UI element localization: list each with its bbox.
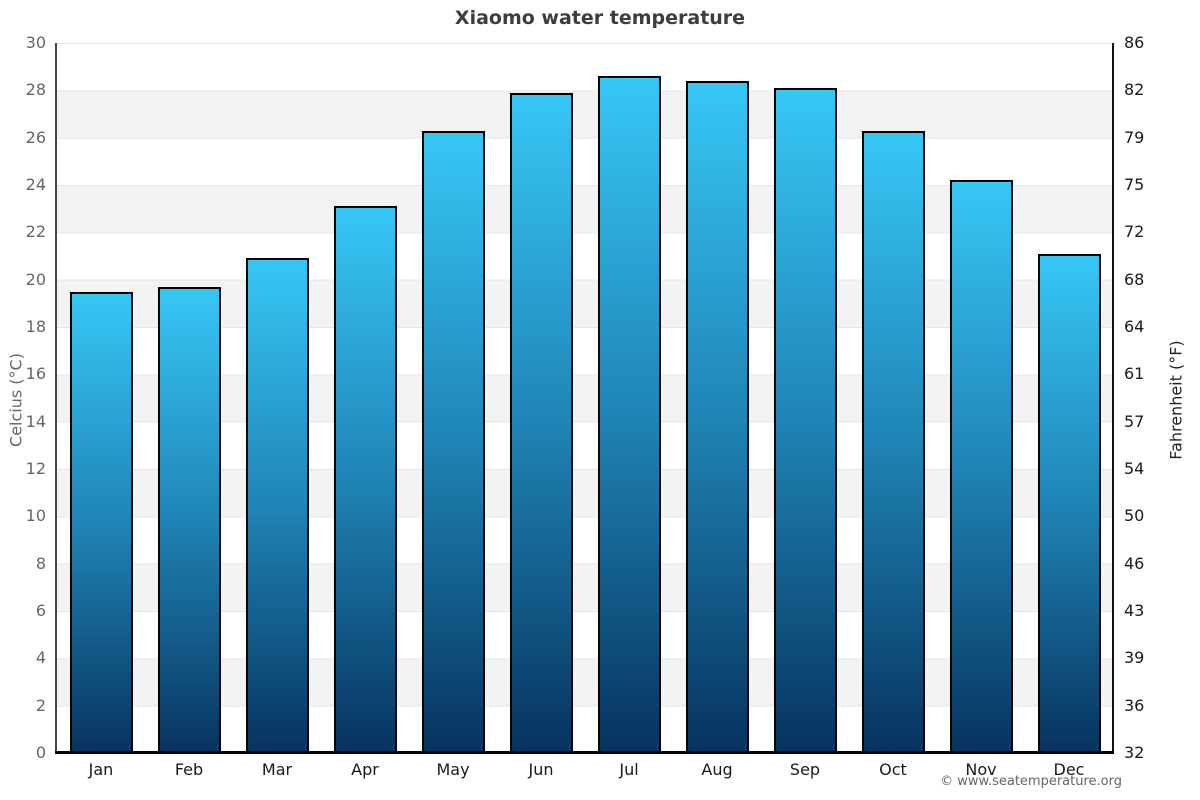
- y-tick-celsius: 16: [25, 364, 46, 384]
- x-axis-label-jun: Jun: [528, 760, 554, 779]
- bar-feb[interactable]: [157, 286, 221, 753]
- bar-jul[interactable]: [597, 76, 661, 753]
- plot-area: [57, 43, 1113, 753]
- y-tick-celsius: 10: [25, 506, 46, 526]
- x-axis-label-may: May: [436, 760, 470, 779]
- y-tick-fahrenheit: 82: [1124, 80, 1145, 100]
- bar-aug[interactable]: [685, 80, 749, 753]
- x-axis-label-oct: Oct: [879, 760, 907, 779]
- bar-mar[interactable]: [245, 258, 309, 753]
- chart-title: Xiaomo water temperature: [454, 7, 746, 29]
- y-tick-celsius: 18: [25, 317, 46, 336]
- x-axis-label-jan: Jan: [88, 760, 114, 779]
- y-tick-celsius: 4: [35, 648, 46, 668]
- y-tick-fahrenheit: 39: [1124, 648, 1145, 668]
- y-tick-celsius: 20: [25, 269, 46, 289]
- bar-apr[interactable]: [333, 206, 397, 753]
- y-tick-celsius: 30: [25, 33, 46, 52]
- y-tick-fahrenheit: 61: [1124, 364, 1145, 384]
- x-axis-label-sep: Sep: [789, 760, 821, 779]
- y-tick-fahrenheit: 46: [1124, 553, 1145, 573]
- x-axis-label-mar: Mar: [261, 760, 293, 779]
- bar-oct[interactable]: [861, 130, 925, 753]
- x-axis-line: [55, 751, 1114, 754]
- y-tick-fahrenheit: 57: [1124, 411, 1145, 431]
- y-tick-celsius: 0: [35, 743, 46, 762]
- y-tick-fahrenheit: 79: [1124, 127, 1145, 147]
- x-axis-label-nov: Nov: [965, 760, 997, 779]
- y-axis-line-right: [1112, 43, 1114, 753]
- y-tick-fahrenheit: 43: [1124, 601, 1145, 620]
- y-tick-celsius: 24: [25, 175, 46, 194]
- y-tick-fahrenheit: 32: [1124, 743, 1145, 762]
- y-tick-fahrenheit: 86: [1124, 33, 1145, 52]
- y-tick-fahrenheit: 36: [1124, 695, 1145, 715]
- y-tick-celsius: 2: [35, 695, 46, 715]
- y-tick-celsius: 28: [25, 80, 46, 100]
- y-tick-fahrenheit: 75: [1124, 175, 1145, 194]
- x-axis-label-aug: Aug: [701, 760, 733, 779]
- bar-dec[interactable]: [1037, 253, 1101, 753]
- y-tick-fahrenheit: 72: [1124, 222, 1145, 242]
- bar-sep[interactable]: [773, 87, 837, 753]
- y-tick-fahrenheit: 54: [1124, 459, 1145, 478]
- y-tick-fahrenheit: 50: [1124, 506, 1145, 526]
- x-axis-label-jul: Jul: [619, 760, 639, 779]
- y-tick-fahrenheit: 64: [1124, 317, 1145, 336]
- x-axis-label-apr: Apr: [351, 760, 379, 779]
- bar-jan[interactable]: [69, 291, 133, 753]
- y-axis-line-left: [55, 43, 57, 753]
- bar-nov[interactable]: [949, 180, 1013, 753]
- bar-may[interactable]: [421, 130, 485, 753]
- x-axis-label-dec: Dec: [1053, 760, 1085, 779]
- x-axis-label-feb: Feb: [174, 760, 204, 779]
- y-tick-fahrenheit: 68: [1124, 269, 1145, 289]
- y-tick-celsius: 6: [35, 601, 46, 620]
- bar-jun[interactable]: [509, 92, 573, 753]
- copyright-text: © www.seatemperature.org: [940, 774, 1122, 789]
- y-tick-celsius: 12: [25, 459, 46, 478]
- y-tick-celsius: 14: [25, 411, 46, 431]
- y-tick-celsius: 22: [25, 222, 46, 242]
- y-tick-celsius: 26: [25, 127, 46, 147]
- y-tick-celsius: 8: [35, 553, 46, 573]
- y-axis-title-fahrenheit: Fahrenheit (°F): [1166, 340, 1186, 460]
- y-axis-title-celsius: Celcius (°C): [6, 353, 26, 447]
